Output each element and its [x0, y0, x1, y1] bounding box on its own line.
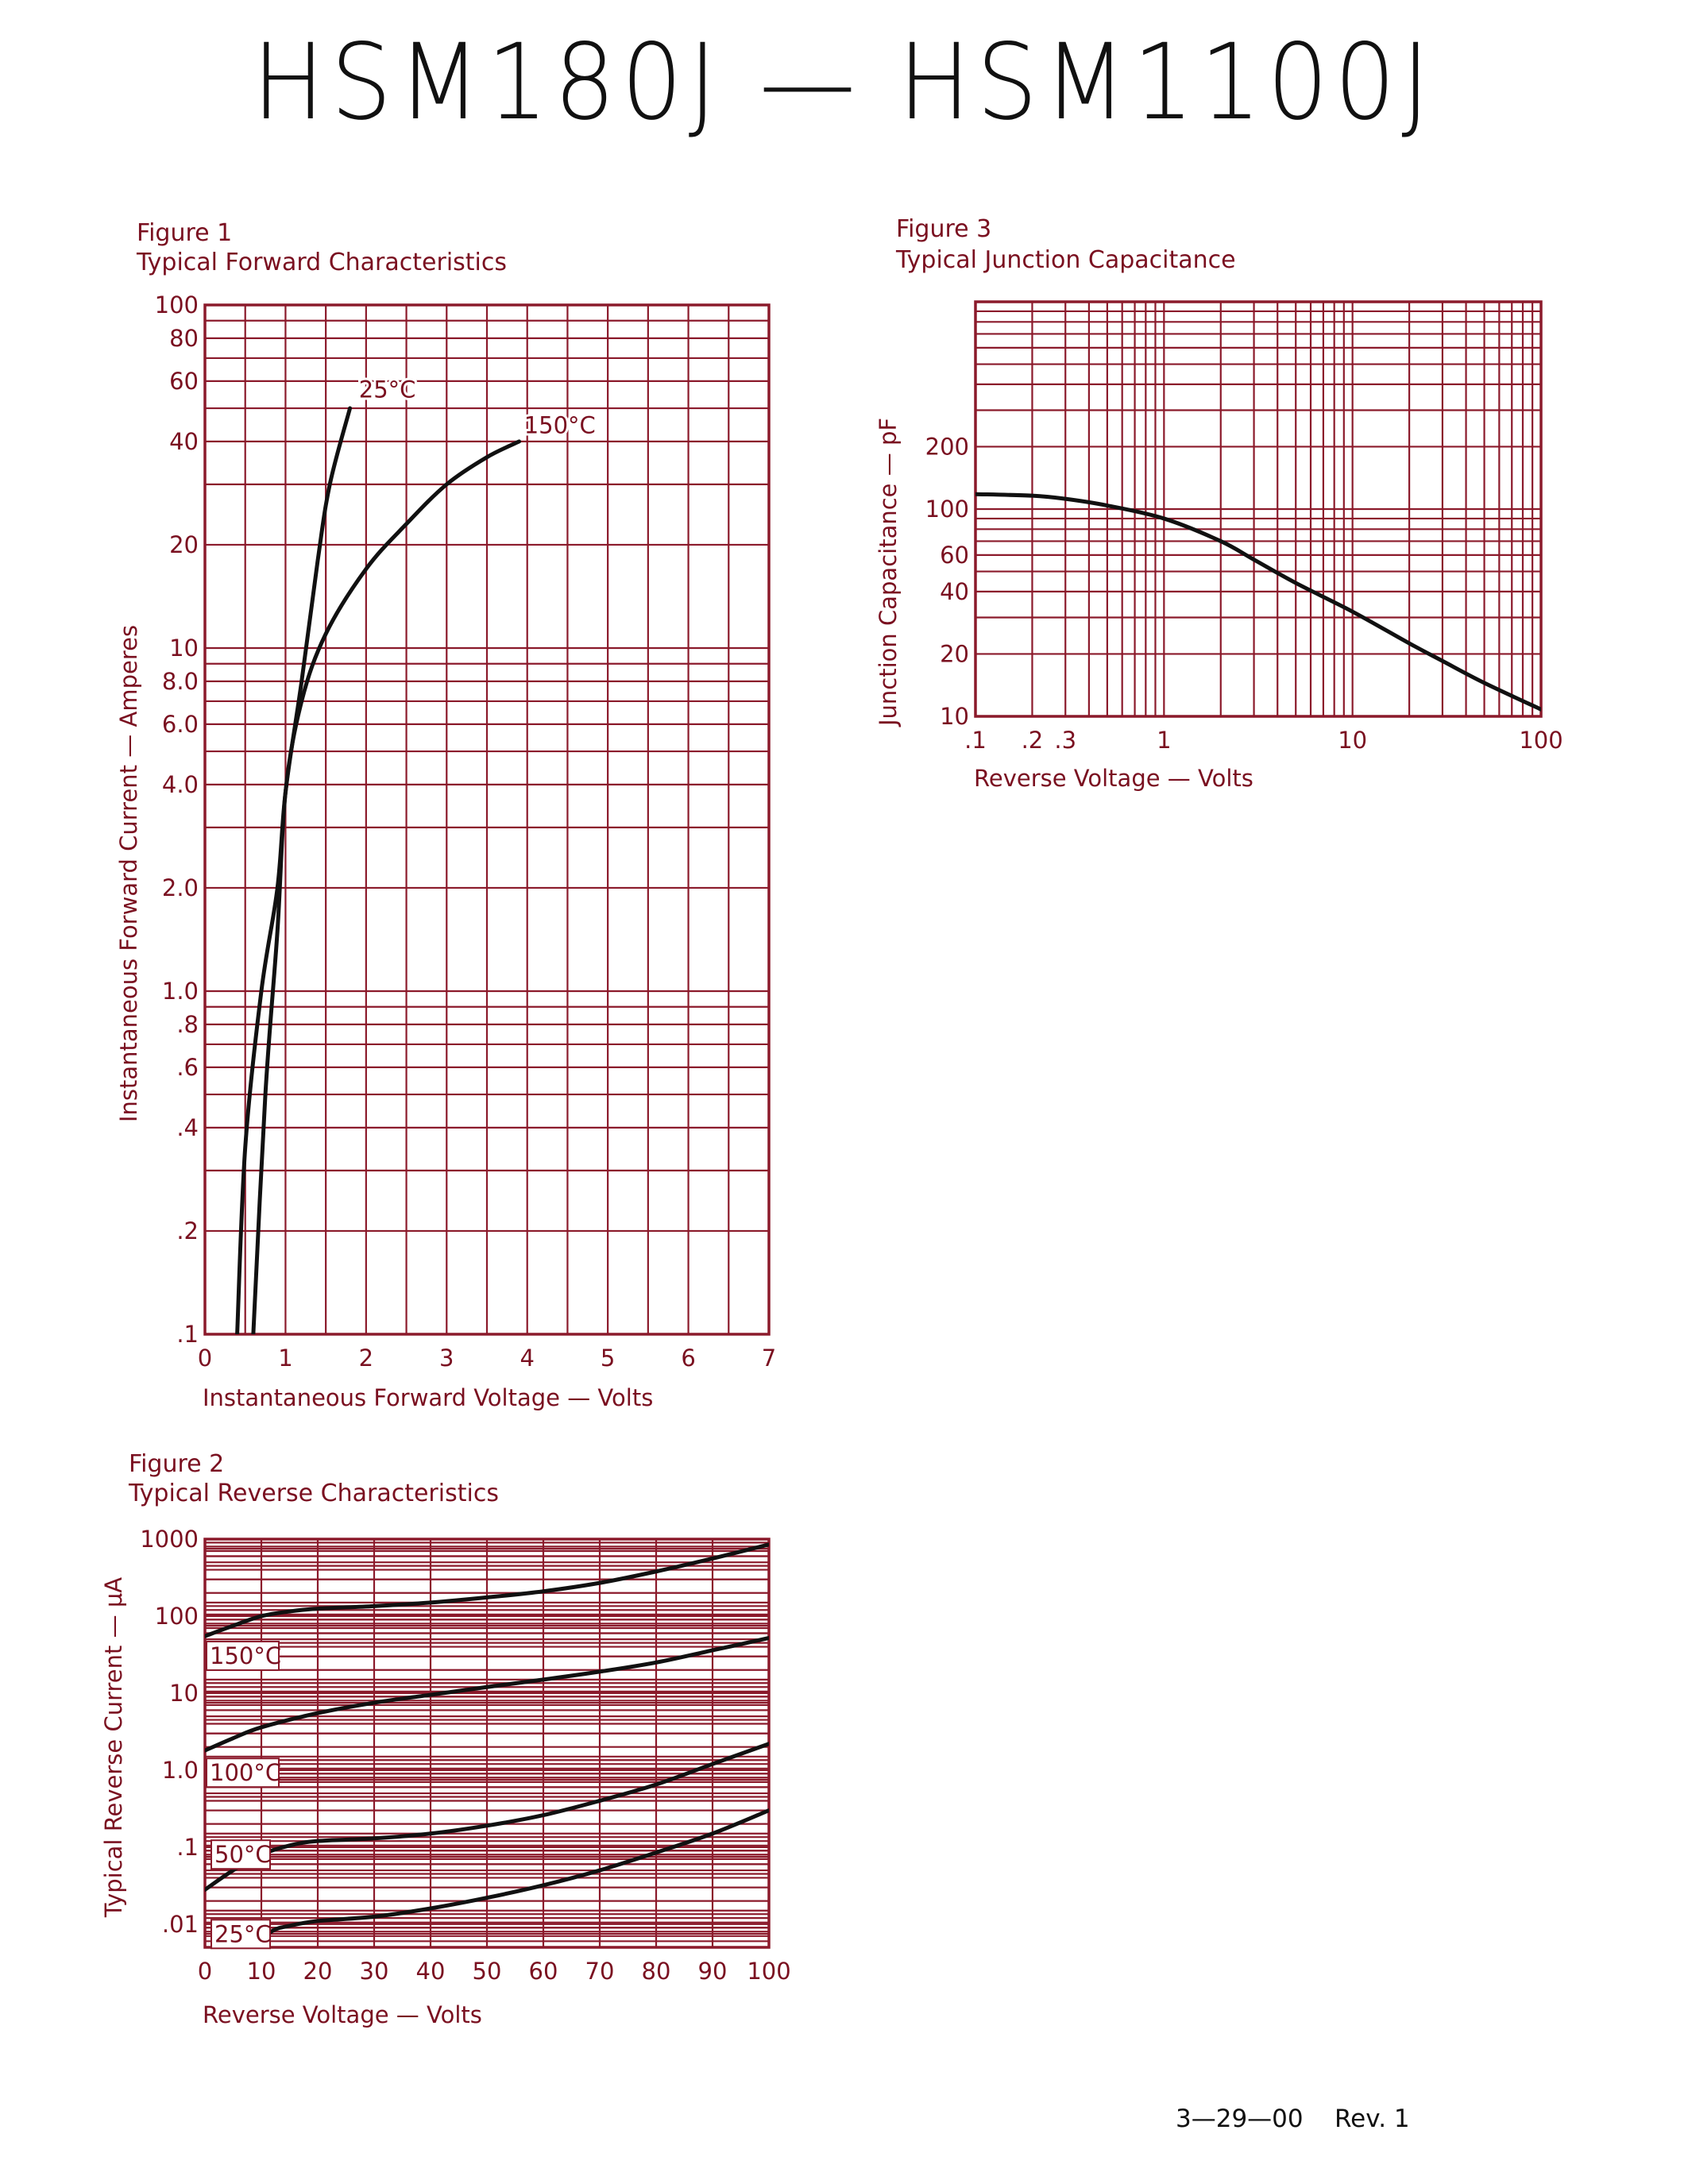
figure-2-curve-label-box: [211, 1919, 271, 1950]
figure-2-x-axis-label: Reverse Voltage — Volts: [203, 2001, 482, 2028]
figure-1-curve-label: 25°C: [359, 376, 416, 403]
figure-1-x-axis-label: Instantaneous Forward Voltage — Volts: [203, 1384, 653, 1411]
figure-2-curve-label-box: [206, 1758, 280, 1788]
figure-1-y-tick-label: 1.0: [162, 978, 199, 1005]
figure-3-y-tick-label: 40: [940, 578, 969, 605]
figure-1-y-tick-label: 6.0: [162, 711, 199, 738]
figure-3-title: Typical Junction Capacitance: [895, 246, 1236, 274]
figure-2-x-tick-label: 50: [473, 1958, 502, 1985]
figure-3-y-tick-label: 10: [940, 703, 969, 730]
figure-1-y-axis-label: Instantaneous Forward Current — Amperes: [115, 625, 142, 1122]
figure-2-y-axis-label: Typical Reverse Current — μA: [100, 1577, 127, 1918]
figure-3-y-tick-label: 60: [940, 542, 969, 569]
figure-2-x-tick-label: 10: [247, 1958, 276, 1985]
figure-1-frame: [203, 303, 771, 1336]
figure-2-curve-label: 150°C: [210, 1642, 281, 1669]
figure-3-x-tick-label: 1: [1157, 727, 1171, 754]
figure-3-y-axis-label: Junction Capacitance — pF: [875, 418, 902, 727]
figure-1-grid: [203, 303, 771, 1336]
figure-1-y-tick-label: .8: [176, 1011, 199, 1038]
figure-1-y-tick-label: .1: [176, 1321, 199, 1348]
figure-1-x-tick-label: 5: [601, 1345, 615, 1372]
figure-3-chart: Figure 3 Typical Junction Capacitance .1 .2…: [875, 215, 1563, 792]
figure-2-x-tick-label: 20: [303, 1958, 333, 1985]
figure-1-y-tick-label: .4: [176, 1114, 199, 1141]
figure-2-x-tick-label: 100: [747, 1958, 790, 1985]
figure-2-x-tick-label: 70: [585, 1958, 615, 1985]
figure-1-y-tick-label: .2: [176, 1217, 199, 1244]
figure-1-y-tick-label: .6: [176, 1054, 199, 1081]
figure-3-series-cj: [975, 492, 1541, 712]
figure-1-y-tick-label: 8.0: [162, 668, 199, 695]
figure-2-x-tick-label: 30: [360, 1958, 389, 1985]
figure-3-x-tick-label: 100: [1519, 727, 1562, 754]
figure-1-y-tick-label: 2.0: [162, 874, 199, 901]
figure-2-series-150c: [205, 1542, 769, 1638]
figure-1-series-150c: [251, 439, 522, 1334]
figure-2-y-tick-label: 100: [155, 1603, 199, 1630]
figure-1-y-tick-label: 10: [169, 635, 199, 662]
figure-1-x-tick-label: 7: [762, 1345, 776, 1372]
figure-2-y-tick-label: .1: [176, 1834, 199, 1861]
figure-1-x-tick-label: 1: [278, 1345, 292, 1372]
figure-1-title: Typical Forward Characteristics: [136, 249, 507, 276]
figure-3-x-axis-label: Reverse Voltage — Volts: [974, 765, 1253, 792]
figure-1-x-tick-label: 6: [681, 1345, 695, 1372]
figure-1-curve-label: 150°C: [524, 411, 596, 438]
figure-2-y-tick-label: 10: [169, 1680, 199, 1707]
figure-2-y-tick-label: 1000: [140, 1526, 199, 1553]
figure-2-curve-label: 25°C: [214, 1920, 272, 1947]
figure-3-y-tick-label: 200: [925, 433, 969, 460]
figure-3-x-tick-label: 10: [1338, 727, 1367, 754]
figure-1-y-tick-label: 40: [169, 428, 199, 455]
figure-1-x-tick-label: 0: [198, 1345, 212, 1372]
figure-1-x-tick-label: 3: [439, 1345, 454, 1372]
figure-1-y-tick-label: 4.0: [162, 771, 199, 798]
figure-2-x-tick-label: 90: [698, 1958, 728, 1985]
figure-1-x-tick-label: 2: [359, 1345, 373, 1372]
figure-1-x-tick-label: 4: [520, 1345, 534, 1372]
figure-3-frame: [974, 300, 1543, 718]
figure-2-x-tick-label: 40: [416, 1958, 446, 1985]
figure-3-y-tick-label: 20: [940, 640, 969, 667]
figure-1-y-tick-label: 20: [169, 531, 199, 558]
figure-3-grid: [974, 300, 1543, 718]
figure-2-x-tick-label: 60: [529, 1958, 558, 1985]
figure-3-x-tick-label: .2: [1022, 727, 1044, 754]
page-title: HSM180J — HSM1100J: [252, 21, 1436, 144]
figure-1-y-tick-label: 60: [169, 368, 199, 395]
figure-2-curve-label: 100°C: [210, 1759, 281, 1786]
figure-2-curve-label: 50°C: [214, 1841, 272, 1868]
figure-3-x-tick-label: .3: [1054, 727, 1076, 754]
revision-footer: 3—29—00 Rev. 1: [1176, 2105, 1410, 2133]
figure-1-series-25c: [235, 406, 353, 1334]
figure-2-series-25c: [248, 1808, 769, 1947]
figure-2-grid: [203, 1538, 771, 1949]
figure-1-y-tick-label: 100: [155, 291, 199, 318]
figure-3-x-tick-label: .1: [964, 727, 987, 754]
figure-2-curve-label-box: [211, 1839, 271, 1870]
figure-2-series-100c: [205, 1636, 769, 1753]
figure-2-x-tick-label: 0: [198, 1958, 212, 1985]
figure-1-figure-label: Figure 1: [137, 219, 232, 247]
figure-1-y-tick-label: 80: [169, 325, 199, 352]
figure-2-curve-label-box: [206, 1640, 280, 1671]
figure-2-x-tick-label: 80: [642, 1958, 671, 1985]
figure-2-title: Typical Reverse Characteristics: [128, 1480, 499, 1507]
figure-3-y-tick-label: 100: [925, 496, 969, 523]
figure-2-y-tick-label: 1.0: [162, 1757, 199, 1784]
figure-2-y-tick-label: .01: [162, 1911, 199, 1938]
figure-2-figure-label: Figure 2: [129, 1450, 224, 1478]
figure-3-figure-label: Figure 3: [896, 215, 991, 243]
